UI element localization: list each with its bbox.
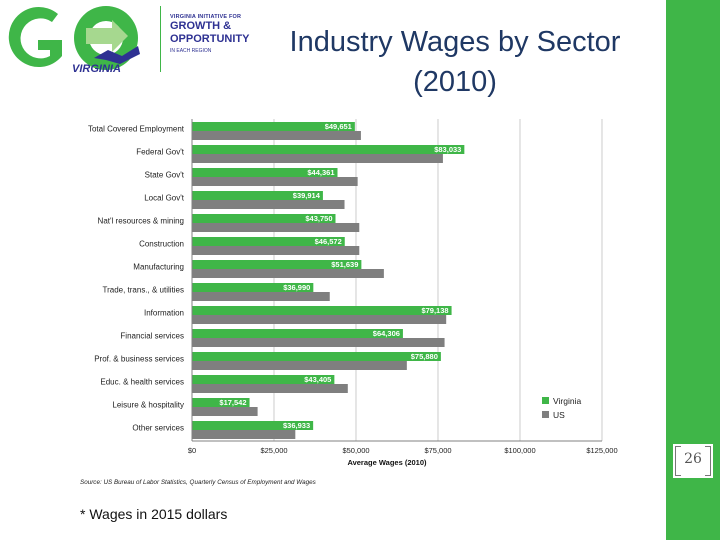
virginia-data-label: $64,306: [373, 329, 400, 338]
virginia-data-label: $51,639: [331, 260, 358, 269]
virginia-data-label: $39,914: [293, 191, 321, 200]
virginia-bar: [192, 237, 345, 246]
category-label: Other services: [132, 424, 184, 433]
category-label: Local Gov't: [144, 194, 185, 203]
footnote: * Wages in 2015 dollars: [80, 506, 228, 522]
virginia-bar: [192, 283, 314, 292]
virginia-data-label: $79,138: [421, 306, 448, 315]
virginia-bar: [192, 168, 338, 177]
category-label: Leisure & hospitality: [112, 401, 184, 410]
category-label: Educ. & health services: [100, 378, 184, 387]
category-label: Prof. & business services: [94, 355, 184, 364]
virginia-data-label: $43,750: [305, 214, 332, 223]
us-bar: [192, 246, 360, 255]
category-label: Total Covered Employment: [88, 125, 185, 134]
virginia-bar: [192, 329, 403, 338]
us-bar: [192, 131, 361, 140]
logo-virginia-text: VIRGINIA: [72, 63, 121, 75]
virginia-bar: [192, 375, 335, 384]
logo-region-line: IN EACH REGION: [170, 48, 212, 54]
virginia-data-label: $75,880: [411, 352, 438, 361]
virginia-data-label: $44,361: [307, 168, 334, 177]
us-bar: [192, 177, 358, 186]
category-label: State Gov't: [145, 171, 185, 180]
virginia-data-label: $46,572: [315, 237, 342, 246]
slide-title-line-2: (2010): [413, 66, 497, 98]
category-label: Trade, trans., & utilities: [102, 286, 184, 295]
us-bar: [192, 292, 330, 301]
x-tick-label: $100,000: [504, 446, 535, 455]
virginia-data-label: $83,033: [434, 145, 461, 154]
logo-divider: [160, 6, 161, 72]
page-number: 26: [684, 451, 702, 467]
logo-growth: GROWTH &: [170, 20, 232, 32]
virginia-data-label: $36,933: [283, 421, 310, 430]
virginia-bar: [192, 352, 441, 361]
us-bar: [192, 223, 360, 232]
virginia-bar: [192, 306, 452, 315]
us-bar: [192, 200, 345, 209]
legend-swatch-us: [542, 411, 549, 418]
virginia-data-label: $17,542: [219, 398, 246, 407]
category-label: Construction: [139, 240, 184, 249]
virginia-bar: [192, 145, 465, 154]
legend-label-us: US: [553, 410, 565, 420]
category-label: Nat'l resources & mining: [98, 217, 184, 226]
logo-text-block: VIRGINIA INITIATIVE FOR GROWTH & OPPORTU…: [170, 14, 275, 54]
virginia-bar: [192, 122, 355, 131]
slide-title: Industry Wages by Sector (2010): [270, 22, 640, 102]
category-label: Financial services: [120, 332, 184, 341]
go-virginia-logo: VIRGINIA VIRGINIA INITIATIVE FOR GROWTH …: [0, 0, 275, 84]
us-bar: [192, 361, 407, 370]
slide-title-line-1: Industry Wages by Sector: [289, 26, 621, 58]
wages-bar-chart: $0 $25,000 $50,000 $75,000 $100,000 $125,000 A…: [88, 119, 618, 467]
bracket-right: [705, 446, 711, 476]
x-tick-label: $50,000: [342, 446, 369, 455]
virginia-data-label: $36,990: [283, 283, 310, 292]
go-logo-mark-icon: [8, 6, 140, 70]
chart-source: Source: US Bureau of Labor Statistics, Q…: [80, 479, 316, 486]
virginia-data-label: $43,405: [304, 375, 331, 384]
legend-swatch-virginia: [542, 397, 549, 404]
category-label: Information: [144, 309, 184, 318]
us-bar: [192, 154, 443, 163]
virginia-bar: [192, 260, 362, 269]
us-bar: [192, 384, 348, 393]
virginia-data-label: $49,651: [325, 122, 352, 131]
logo-initiative-line: VIRGINIA INITIATIVE FOR: [170, 14, 242, 20]
us-bar: [192, 338, 445, 347]
x-axis-title: Average Wages (2010): [347, 458, 427, 467]
virginia-bar: [192, 398, 250, 407]
virginia-bar: [192, 214, 336, 223]
us-bar: [192, 315, 447, 324]
logo-opportunity: OPPORTUNITY: [170, 33, 250, 45]
category-label: Manufacturing: [133, 263, 184, 272]
x-tick-label: $75,000: [424, 446, 451, 455]
x-tick-label: $125,000: [586, 446, 617, 455]
legend-label-virginia: Virginia: [553, 396, 581, 406]
virginia-bar: [192, 421, 314, 430]
us-bar: [192, 430, 296, 439]
page-number-box: 26: [673, 444, 713, 478]
virginia-bar: [192, 191, 323, 200]
us-bar: [192, 269, 384, 278]
x-tick-label: $0: [188, 446, 196, 455]
category-label: Federal Gov't: [136, 148, 185, 157]
bracket-left: [675, 446, 681, 476]
x-tick-label: $25,000: [260, 446, 287, 455]
us-bar: [192, 407, 258, 416]
chart-panel: $0 $25,000 $50,000 $75,000 $100,000 $125,000 A…: [66, 113, 628, 491]
